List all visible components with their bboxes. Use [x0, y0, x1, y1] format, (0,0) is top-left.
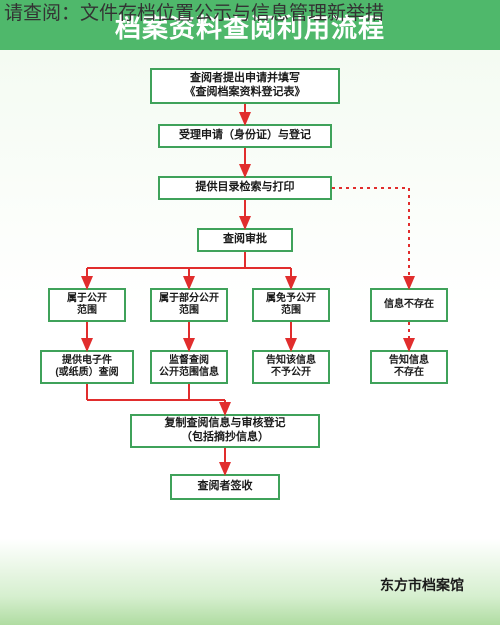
flow-node-n5c: 属免予公开 范围 — [252, 288, 330, 322]
flow-node-n2: 受理申请（身份证）与登记 — [158, 124, 332, 148]
flow-node-n7: 复制查阅信息与审核登记 （包括摘抄信息） — [130, 414, 320, 448]
overlay-caption: 请查阅：文件存档位置公示与信息管理新举措 — [0, 0, 500, 27]
page-root: 请查阅：文件存档位置公示与信息管理新举措 档案资料查阅利用流程 查阅者提出申请并… — [0, 0, 500, 625]
flow-node-n4: 查阅审批 — [197, 228, 293, 252]
flow-node-n6d: 告知信息 不存在 — [370, 350, 448, 384]
flow-edge-n3-n5d — [332, 188, 409, 288]
flow-node-n5a: 属于公开 范围 — [48, 288, 126, 322]
flow-node-n6c: 告知该信息 不予公开 — [252, 350, 330, 384]
flowchart: 查阅者提出申请并填写 《查阅档案资料登记表》受理申请（身份证）与登记提供目录检索… — [0, 50, 500, 610]
flow-node-n5d: 信息不存在 — [370, 288, 448, 322]
flow-node-n8: 查阅者签收 — [170, 474, 280, 500]
footer-org: 东方市档案馆 — [380, 575, 464, 595]
flow-node-n6b: 监督查阅 公开范围信息 — [150, 350, 228, 384]
flow-node-n3: 提供目录检索与打印 — [158, 176, 332, 200]
flow-node-n6a: 提供电子件 (或纸质）查阅 — [40, 350, 134, 384]
flow-node-n5b: 属于部分公开 范围 — [150, 288, 228, 322]
flow-node-n1: 查阅者提出申请并填写 《查阅档案资料登记表》 — [150, 68, 340, 104]
